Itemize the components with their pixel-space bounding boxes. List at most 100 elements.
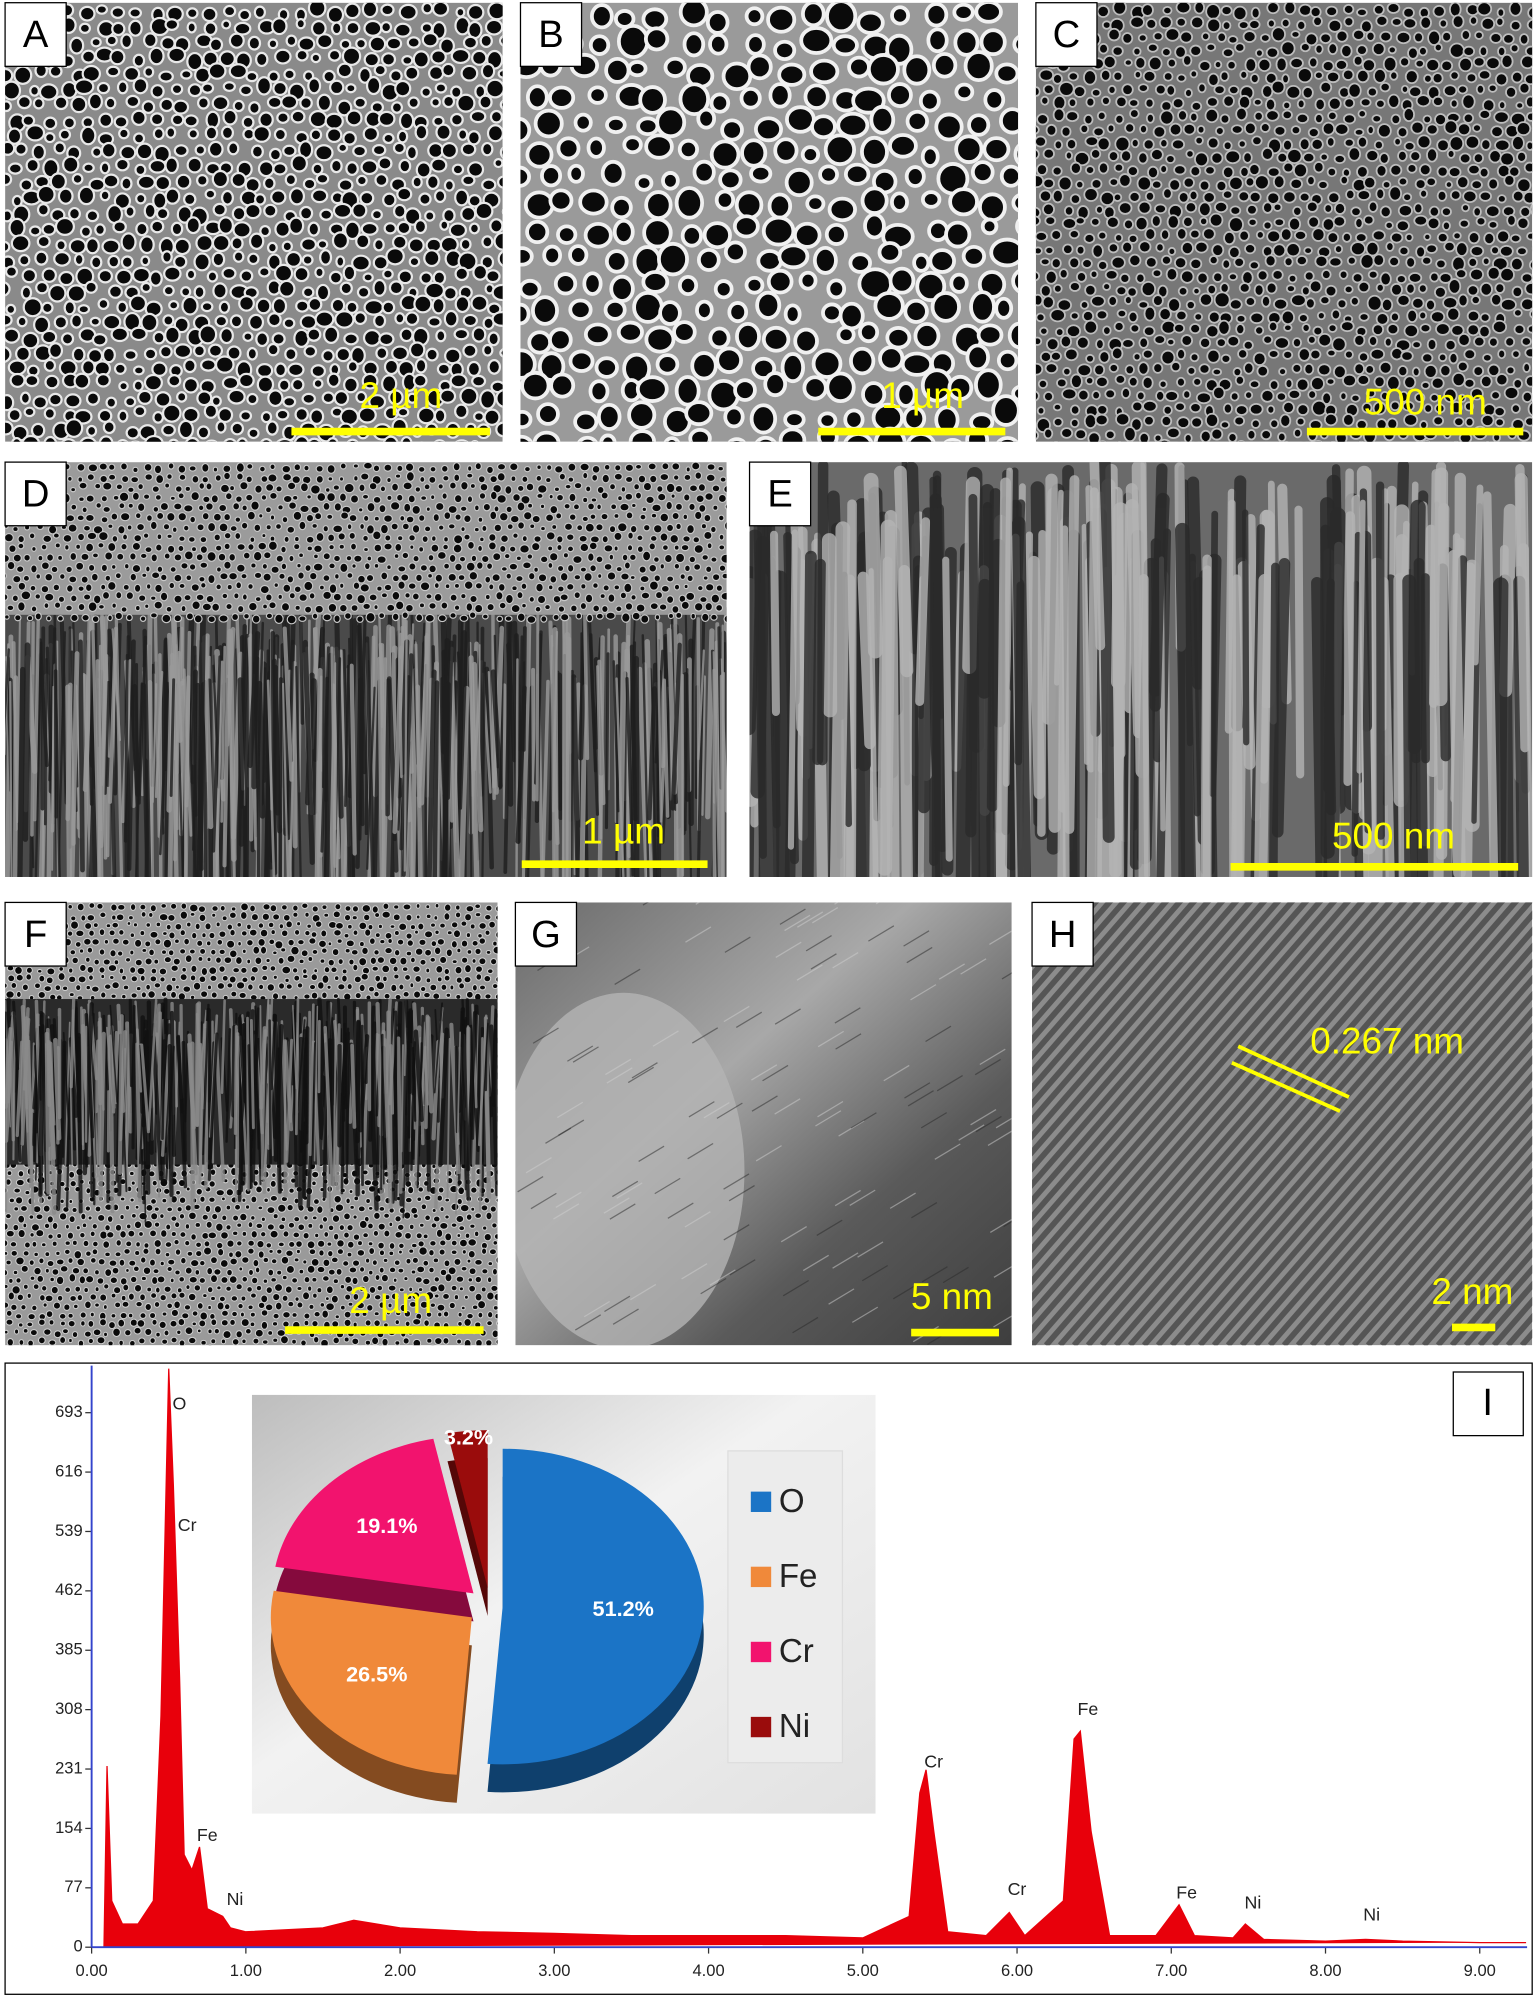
pore — [1375, 312, 1390, 326]
pore — [1297, 347, 1311, 362]
pore — [1296, 98, 1306, 110]
pore — [183, 358, 197, 374]
pore — [1407, 46, 1419, 60]
pore — [843, 162, 871, 186]
pore — [346, 523, 353, 531]
pore — [489, 510, 498, 521]
streak — [299, 609, 305, 725]
pore — [1045, 123, 1058, 137]
pore — [1235, 106, 1248, 122]
pore — [1500, 298, 1517, 312]
pore — [351, 915, 358, 921]
pore — [247, 313, 265, 331]
pore — [1472, 56, 1486, 68]
pore — [778, 427, 807, 442]
pore — [848, 252, 872, 274]
pore — [452, 929, 462, 939]
pore — [454, 439, 469, 442]
pore — [502, 54, 503, 59]
pore — [583, 221, 613, 249]
pore — [88, 974, 94, 981]
pore — [656, 485, 664, 493]
pore — [155, 543, 163, 552]
pore — [1197, 82, 1207, 94]
pore — [520, 582, 528, 591]
pore — [228, 552, 237, 562]
pore — [155, 474, 165, 485]
pore — [299, 482, 309, 493]
pore — [616, 320, 644, 344]
pore — [1432, 415, 1445, 427]
pore — [227, 388, 246, 405]
pore — [516, 591, 524, 600]
pore — [728, 466, 737, 473]
pore — [639, 585, 646, 592]
pore — [228, 975, 237, 984]
pore — [1415, 245, 1426, 259]
pore — [1097, 230, 1108, 241]
pore — [339, 281, 353, 296]
pore — [135, 985, 142, 992]
pore — [453, 473, 461, 483]
pore — [136, 522, 145, 532]
pore — [13, 65, 33, 85]
pore — [32, 395, 48, 410]
pore — [322, 574, 331, 582]
pore — [1403, 323, 1419, 338]
pore — [697, 483, 706, 492]
pore — [1222, 165, 1235, 179]
pore — [392, 913, 401, 922]
pore — [202, 495, 211, 504]
pore — [1321, 217, 1336, 232]
pore — [110, 903, 118, 912]
pore — [384, 534, 392, 542]
pore — [1137, 83, 1149, 93]
pore — [182, 376, 200, 394]
pore — [290, 109, 306, 124]
pore — [111, 21, 126, 37]
pore — [241, 504, 248, 512]
streak — [33, 610, 41, 822]
pore — [1141, 375, 1154, 390]
pore — [374, 173, 389, 188]
streak — [821, 533, 838, 718]
pore — [211, 169, 230, 189]
pore — [382, 435, 399, 442]
pore — [236, 543, 246, 551]
pore — [1524, 45, 1533, 57]
pore — [1044, 215, 1057, 226]
pore — [695, 299, 714, 321]
pore — [1121, 240, 1134, 254]
pore — [1436, 138, 1450, 153]
pore — [612, 218, 635, 245]
streak — [1375, 481, 1385, 840]
pore — [232, 967, 240, 974]
pore — [185, 612, 194, 621]
pore — [151, 571, 161, 580]
pore — [454, 904, 461, 911]
pore — [465, 990, 474, 999]
pore — [1129, 323, 1141, 334]
streak — [9, 680, 13, 877]
pore — [443, 179, 455, 192]
pore — [1238, 282, 1251, 294]
pore — [1414, 58, 1425, 69]
pore — [1331, 336, 1347, 353]
pore — [1512, 448, 1520, 456]
pore — [311, 948, 319, 955]
pore — [675, 611, 683, 619]
pore — [749, 403, 778, 435]
pore — [107, 284, 123, 299]
pore — [282, 317, 296, 330]
pore — [562, 552, 570, 559]
pore — [314, 604, 324, 614]
pore — [325, 127, 343, 143]
streak — [445, 640, 454, 801]
pore — [549, 552, 559, 562]
pore — [147, 990, 156, 999]
pore — [1076, 335, 1090, 350]
pore — [1525, 95, 1533, 109]
pore — [287, 938, 295, 947]
pore — [144, 546, 153, 554]
pore — [578, 188, 609, 216]
